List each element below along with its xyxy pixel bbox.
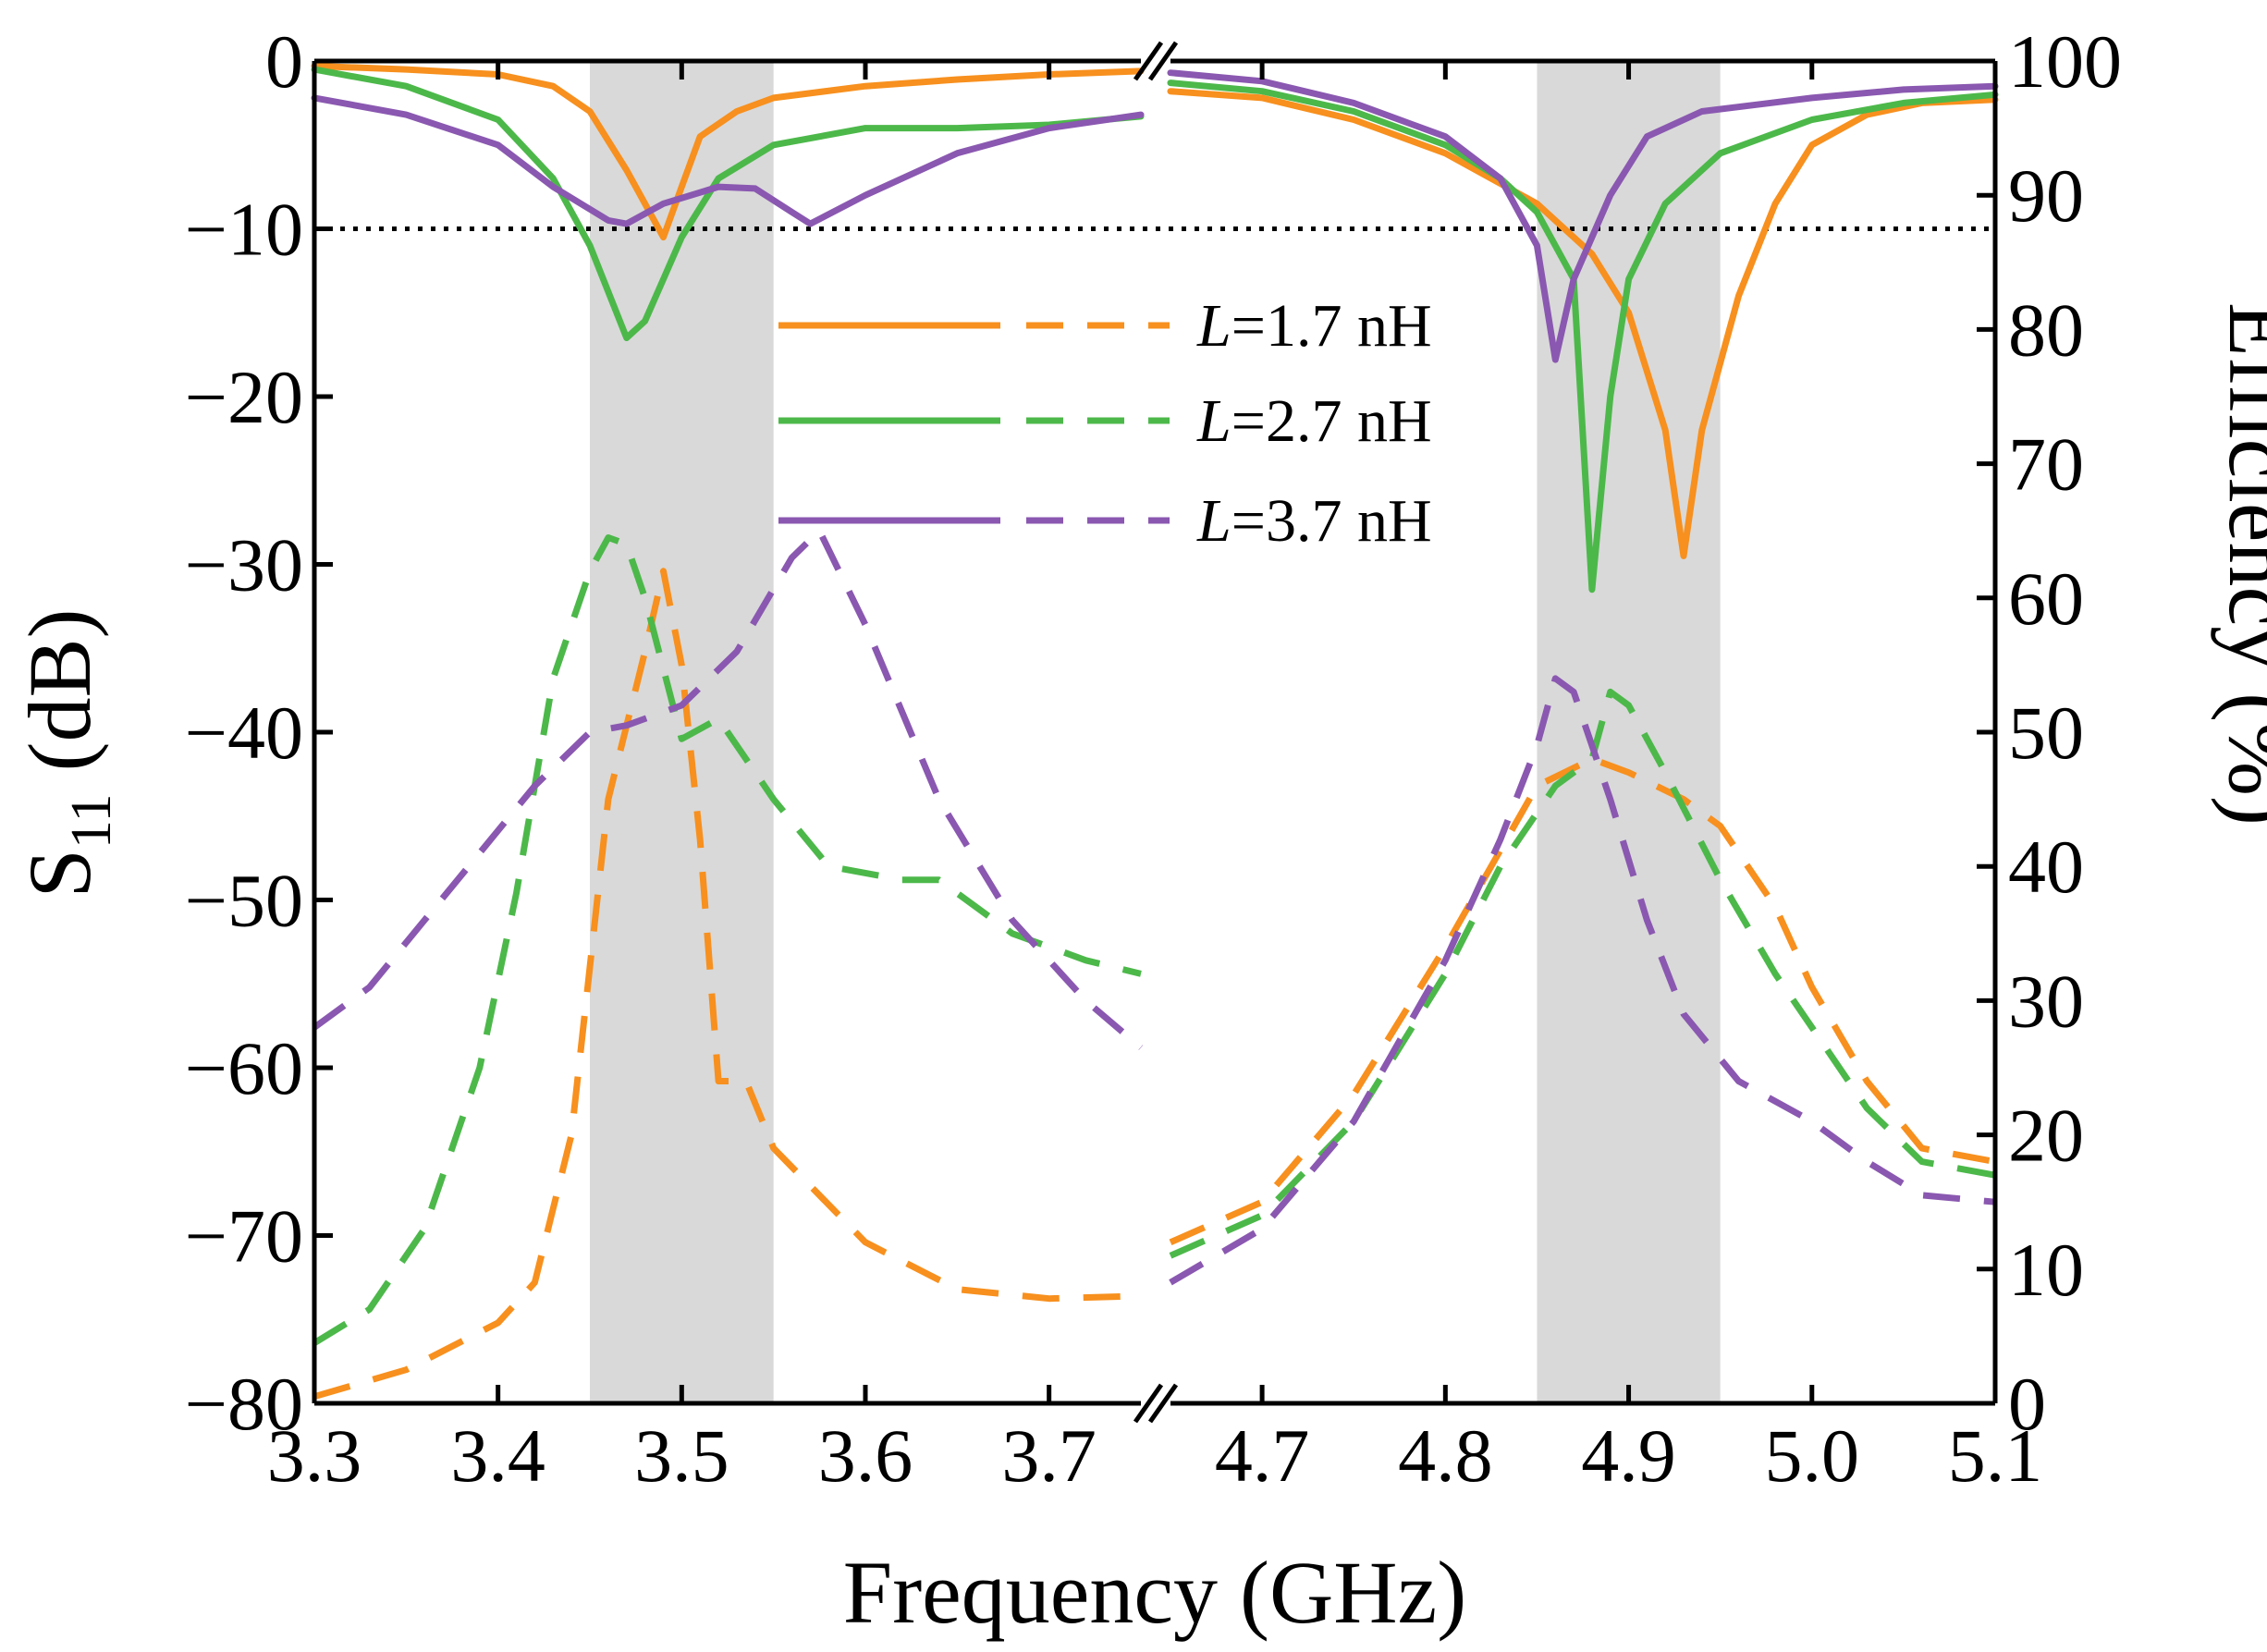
x-tick-label-7: 4.9 — [1581, 1413, 1676, 1498]
legend-label-var-3: L — [1196, 487, 1232, 555]
y-left-title-sub: 11 — [60, 793, 123, 849]
axis-break-mark-0-1 — [1147, 41, 1179, 81]
y-left-tick-label-1: −10 — [185, 188, 303, 272]
legend-label-var-2: L — [1196, 387, 1232, 455]
axis-break-mark-0-0 — [1133, 41, 1164, 81]
y-right-tick-label-1: 10 — [2008, 1228, 2084, 1312]
y-left-tick-label-4: −40 — [185, 691, 303, 775]
x-axis-title: Frequency (GHz) — [843, 1543, 1466, 1642]
y-right-tick-label-4: 40 — [2008, 825, 2084, 909]
x-tick-label-4: 3.7 — [1001, 1413, 1097, 1498]
y-right-tick-label-6: 60 — [2008, 557, 2084, 641]
y-right-tick-label-10: 100 — [2008, 19, 2122, 104]
x-tick-label-0: 3.3 — [267, 1413, 362, 1498]
legend-label-value-1: =1.7 nH — [1232, 292, 1432, 360]
efficiency-line-2-seg1 — [312, 534, 1142, 1346]
efficiency-line-3-seg1 — [312, 527, 1144, 1050]
series-group — [311, 62, 1999, 1401]
x-tick-label-6: 4.8 — [1398, 1413, 1493, 1498]
axis-break-mark-1-1 — [1147, 1383, 1179, 1424]
x-tick-label-2: 3.5 — [634, 1413, 729, 1498]
ticks-group: 3.3 3.4 3.5 3.6 3.7 4.7 4.8 4.9 5.0 5.10−10−20−30… — [185, 19, 2122, 1498]
legend-label-2: L=2.7 nH — [1196, 387, 1432, 455]
x-tick-label-9: 5.1 — [1948, 1413, 2043, 1498]
legend-label-value-2: =2.7 nH — [1232, 387, 1432, 455]
y-left-tick-label-5: −50 — [185, 859, 303, 943]
x-tick-label-1: 3.4 — [450, 1413, 545, 1498]
shaded-band-0 — [590, 61, 774, 1403]
y-right-tick-label-0: 0 — [2008, 1362, 2046, 1446]
y-left-tick-label-6: −60 — [185, 1026, 303, 1110]
shaded-bands — [590, 61, 1721, 1403]
legend-label-3: L=3.7 nH — [1196, 487, 1432, 555]
y-right-tick-label-5: 50 — [2008, 691, 2084, 775]
y-axis-left-title: S11 (dB) — [10, 608, 123, 898]
y-left-tick-label-2: −20 — [185, 355, 303, 439]
y-left-title-main: S — [10, 849, 109, 898]
y-right-tick-label-8: 80 — [2008, 288, 2084, 372]
legend: L=1.7 nHL=2.7 nHL=3.7 nH — [778, 292, 1432, 555]
axes-frame — [312, 41, 1998, 1424]
s11-line-2-seg1 — [311, 66, 1145, 341]
s11-line-1-seg2 — [1167, 88, 1999, 559]
y-right-tick-label-7: 70 — [2008, 422, 2084, 507]
legend-label-var-1: L — [1196, 292, 1232, 360]
x-tick-label-3: 3.6 — [818, 1413, 913, 1498]
legend-label-value-3: =3.7 nH — [1232, 487, 1432, 555]
y-left-tick-label-7: −70 — [185, 1194, 303, 1279]
efficiency-line-2-seg2 — [1169, 688, 1996, 1259]
y-left-tick-label-8: −80 — [185, 1362, 303, 1446]
x-tick-label-5: 4.7 — [1215, 1413, 1310, 1498]
axis-break-mark-1-0 — [1133, 1383, 1164, 1424]
legend-label-1: L=1.7 nH — [1196, 292, 1432, 360]
s11-line-1-seg1 — [311, 62, 1145, 241]
y-left-tick-label-0: 0 — [265, 19, 303, 104]
y-right-tick-label-9: 90 — [2008, 153, 2084, 238]
s11-line-2-seg2 — [1167, 80, 1999, 593]
efficiency-line-3-seg2 — [1169, 675, 1996, 1286]
s11-line-3-seg2 — [1167, 69, 1999, 363]
y-right-tick-label-3: 30 — [2008, 959, 2084, 1043]
y-left-tick-label-3: −30 — [185, 523, 303, 607]
efficiency-line-1-seg1 — [313, 568, 1142, 1401]
y-axis-right-title: Efficiency (%) — [2211, 302, 2267, 826]
x-tick-label-8: 5.0 — [1765, 1413, 1860, 1498]
y-right-tick-label-2: 20 — [2008, 1094, 2084, 1178]
efficiency-line-1-seg2 — [1169, 755, 1996, 1246]
y-left-title-unit: (dB) — [10, 608, 109, 793]
s11-line-3-seg1 — [311, 94, 1145, 227]
